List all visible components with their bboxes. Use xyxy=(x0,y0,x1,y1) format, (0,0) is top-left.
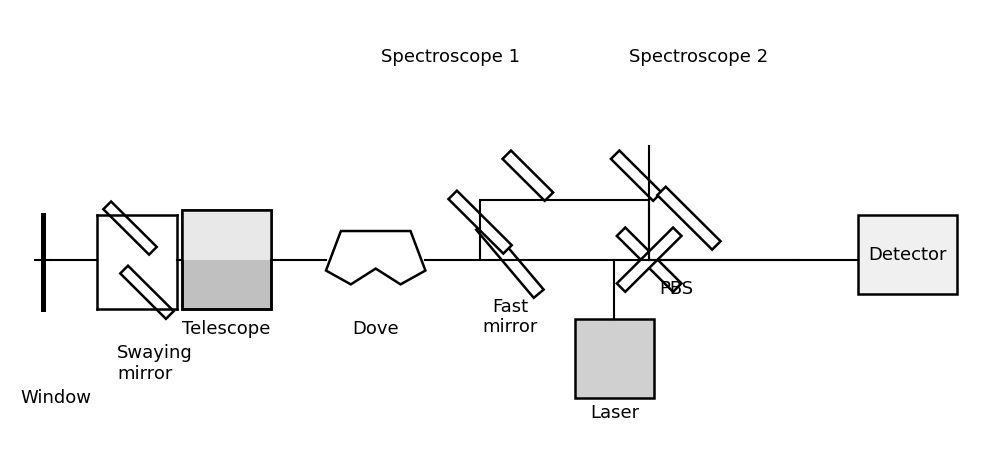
Bar xyxy=(182,210,271,309)
Bar xyxy=(858,215,957,294)
Polygon shape xyxy=(326,231,425,284)
Polygon shape xyxy=(503,151,553,201)
Polygon shape xyxy=(476,221,544,298)
Polygon shape xyxy=(103,201,157,254)
Bar xyxy=(182,210,271,260)
Text: Swaying
mirror: Swaying mirror xyxy=(117,344,193,383)
Text: Laser: Laser xyxy=(590,404,639,422)
Text: Fast
mirror: Fast mirror xyxy=(482,298,538,336)
Polygon shape xyxy=(120,266,174,319)
Text: PBS: PBS xyxy=(659,281,693,298)
Text: Spectroscope 2: Spectroscope 2 xyxy=(629,48,768,66)
Text: Window: Window xyxy=(21,389,92,407)
Text: Dove: Dove xyxy=(352,320,399,338)
Bar xyxy=(182,210,271,309)
Polygon shape xyxy=(617,227,682,292)
Polygon shape xyxy=(611,151,662,201)
Text: Spectroscope 1: Spectroscope 1 xyxy=(381,48,520,66)
Text: Detector: Detector xyxy=(868,246,947,264)
Polygon shape xyxy=(448,191,512,254)
Text: Telescope: Telescope xyxy=(182,320,271,338)
Polygon shape xyxy=(657,187,721,250)
Bar xyxy=(575,319,654,398)
Polygon shape xyxy=(617,227,682,292)
